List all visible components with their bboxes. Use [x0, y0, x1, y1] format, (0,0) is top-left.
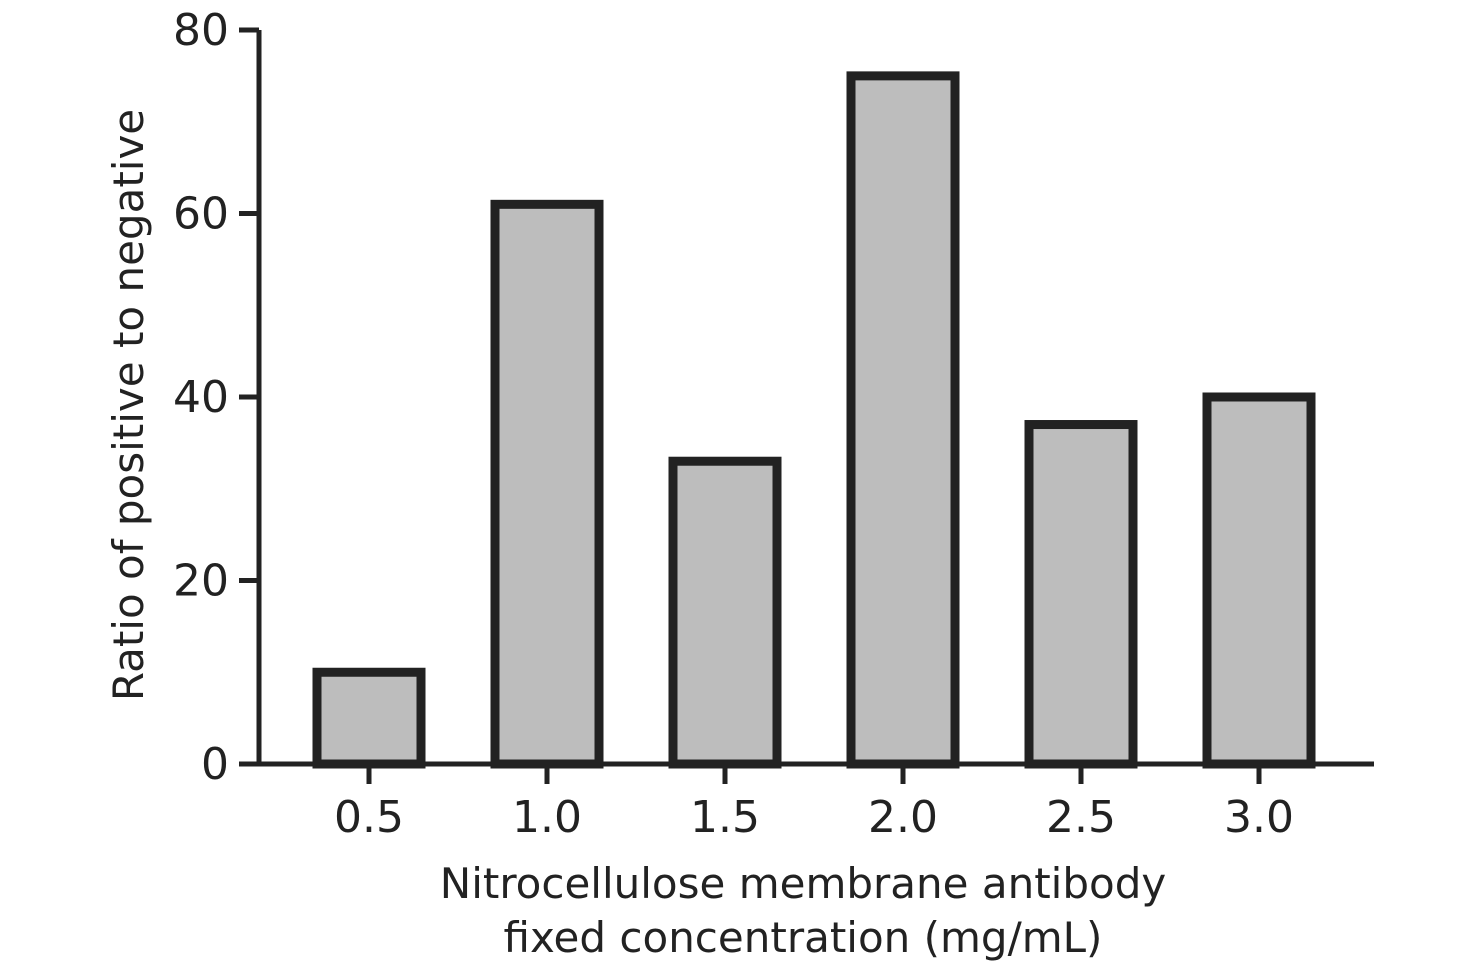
- x-tick-label: 2.0: [868, 792, 938, 843]
- x-axis-ticks: 0.5 1.0 1.5 2.0 2.5 3.0: [334, 764, 1294, 843]
- y-axis-ticks: 0 20 40 60 80: [173, 5, 259, 790]
- y-tick-label: 40: [173, 372, 229, 423]
- bar: [490, 199, 604, 769]
- x-axis-title-line-2: fixed concentration (mg/mL): [504, 913, 1103, 962]
- bar: [846, 71, 960, 769]
- bar: [312, 667, 426, 769]
- x-tick-label: 2.5: [1046, 792, 1116, 843]
- y-tick-label: 0: [201, 739, 229, 790]
- x-tick-label: 1.5: [690, 792, 760, 843]
- y-tick-label: 60: [173, 189, 229, 240]
- bar: [1024, 420, 1138, 769]
- bar: [1202, 392, 1316, 769]
- x-tick-label: 1.0: [512, 792, 582, 843]
- x-axis-title-line-1: Nitrocellulose membrane antibody: [440, 859, 1166, 908]
- bar: [668, 456, 782, 769]
- x-tick-label: 3.0: [1224, 792, 1294, 843]
- bars-group: [312, 71, 1316, 769]
- y-axis-title: Ratio of positive to negative: [104, 109, 153, 701]
- x-tick-label: 0.5: [334, 792, 404, 843]
- y-tick-label: 80: [173, 5, 229, 56]
- y-tick-label: 20: [173, 556, 229, 607]
